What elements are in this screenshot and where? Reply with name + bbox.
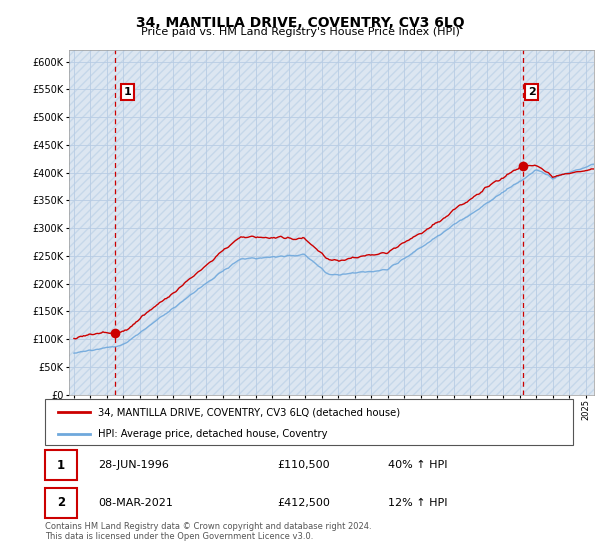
Text: 28-JUN-1996: 28-JUN-1996 xyxy=(98,460,169,470)
Text: HPI: Average price, detached house, Coventry: HPI: Average price, detached house, Cove… xyxy=(98,429,328,438)
Text: 1: 1 xyxy=(124,87,131,97)
Text: Contains HM Land Registry data © Crown copyright and database right 2024.
This d: Contains HM Land Registry data © Crown c… xyxy=(45,522,371,542)
Text: 2: 2 xyxy=(527,87,535,97)
Text: Price paid vs. HM Land Registry's House Price Index (HPI): Price paid vs. HM Land Registry's House … xyxy=(140,27,460,37)
Text: 2: 2 xyxy=(57,497,65,510)
Bar xyxy=(45,488,77,518)
Text: 1: 1 xyxy=(57,459,65,472)
Text: £412,500: £412,500 xyxy=(277,498,330,508)
Text: 34, MANTILLA DRIVE, COVENTRY, CV3 6LQ (detached house): 34, MANTILLA DRIVE, COVENTRY, CV3 6LQ (d… xyxy=(98,407,400,417)
Text: 34, MANTILLA DRIVE, COVENTRY, CV3 6LQ: 34, MANTILLA DRIVE, COVENTRY, CV3 6LQ xyxy=(136,16,464,30)
Text: 12% ↑ HPI: 12% ↑ HPI xyxy=(388,498,448,508)
Bar xyxy=(45,450,77,480)
Text: 40% ↑ HPI: 40% ↑ HPI xyxy=(388,460,448,470)
Text: 08-MAR-2021: 08-MAR-2021 xyxy=(98,498,173,508)
Text: £110,500: £110,500 xyxy=(277,460,330,470)
